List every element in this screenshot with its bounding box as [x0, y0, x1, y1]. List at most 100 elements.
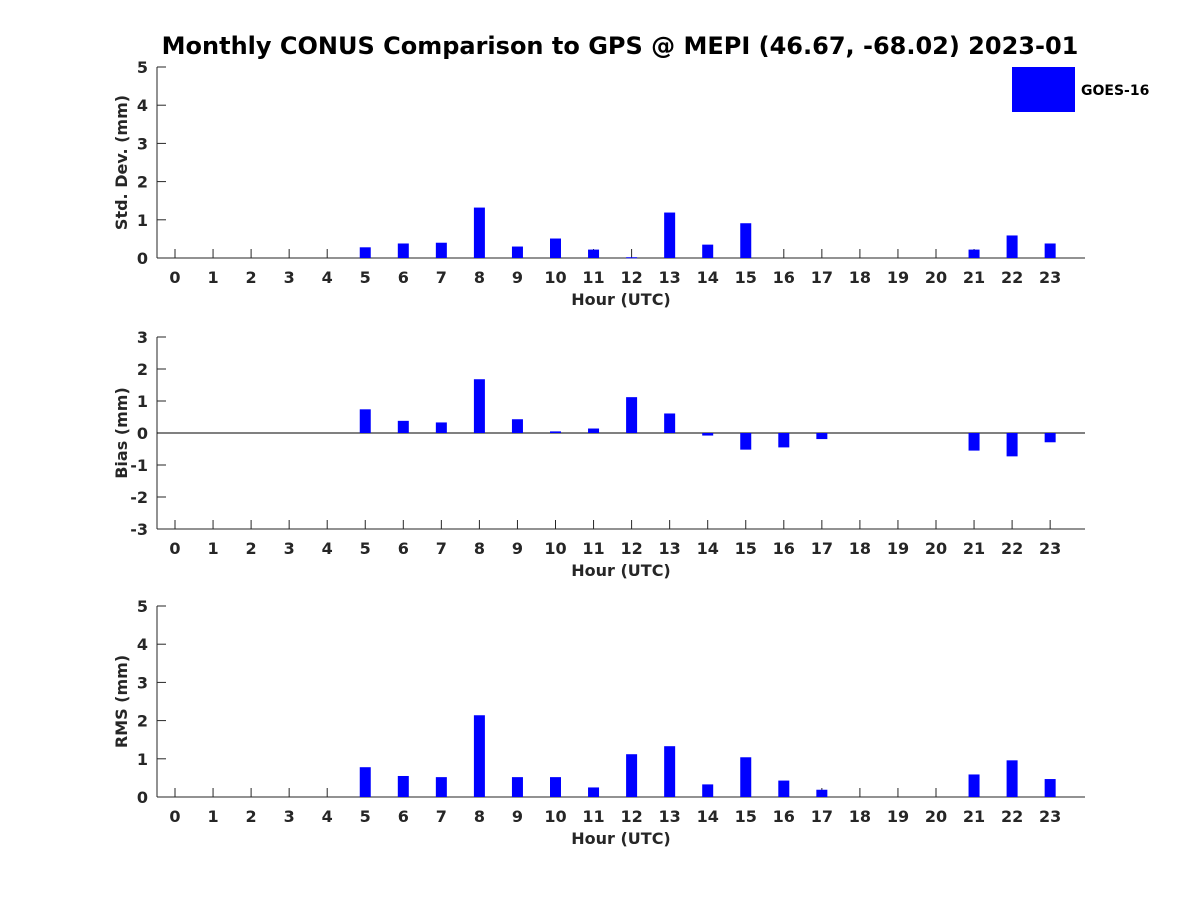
bar-hour-21 — [968, 433, 980, 451]
x-tick-label: 3 — [284, 539, 295, 558]
bar-hour-6 — [397, 775, 409, 797]
bar-hour-11 — [588, 787, 600, 797]
x-tick-label: 3 — [284, 268, 295, 287]
x-tick-label: 19 — [887, 268, 909, 287]
x-tick-label: 11 — [582, 268, 604, 287]
y-tick-label: 0 — [137, 788, 148, 807]
x-tick-label: 7 — [436, 539, 447, 558]
bar-hour-9 — [511, 777, 523, 797]
x-tick-label: 22 — [1001, 807, 1023, 826]
x-tick-label: 8 — [474, 807, 485, 826]
bar-hour-21 — [968, 249, 980, 258]
x-tick-label: 21 — [963, 807, 985, 826]
x-tick-label: 21 — [963, 268, 985, 287]
x-tick-label: 16 — [773, 539, 795, 558]
bar-hour-10 — [550, 238, 561, 258]
x-tick-label: 4 — [322, 807, 333, 826]
y-tick-label: 2 — [137, 712, 148, 731]
x-tick-label: 12 — [620, 807, 642, 826]
x-tick-label: 19 — [887, 807, 909, 826]
x-tick-label: 23 — [1039, 807, 1061, 826]
y-tick-label: 0 — [137, 424, 148, 443]
y-tick-label: 1 — [137, 392, 148, 411]
bar-hour-14 — [702, 784, 714, 797]
x-tick-label: 5 — [360, 268, 371, 287]
x-tick-label: 20 — [925, 268, 947, 287]
bar-hour-12 — [626, 257, 638, 259]
y-tick-label: 0 — [137, 249, 148, 268]
bar-hour-11 — [588, 249, 600, 258]
chart-title: Monthly CONUS Comparison to GPS @ MEPI (… — [162, 32, 1079, 60]
x-axis-label: Hour (UTC) — [571, 290, 671, 309]
x-tick-label: 14 — [697, 268, 719, 287]
x-tick-label: 1 — [207, 807, 218, 826]
bar-hour-15 — [740, 433, 752, 450]
x-tick-label: 23 — [1039, 268, 1061, 287]
bar-hour-17 — [816, 789, 828, 797]
x-tick-label: 15 — [735, 539, 757, 558]
bar-hour-16 — [778, 433, 790, 448]
x-tick-label: 13 — [659, 268, 681, 287]
x-tick-label: 12 — [620, 268, 642, 287]
bar-hour-5 — [359, 247, 371, 258]
bar-hour-12 — [626, 754, 638, 797]
y-axis-label: Bias (mm) — [112, 387, 131, 479]
bar-hour-8 — [473, 207, 485, 258]
bar-hour-15 — [740, 757, 752, 797]
y-tick-label: -3 — [130, 520, 148, 539]
x-tick-label: 6 — [398, 807, 409, 826]
x-tick-label: 7 — [436, 268, 447, 287]
x-tick-label: 5 — [360, 539, 371, 558]
x-tick-label: 10 — [544, 539, 566, 558]
bar-hour-10 — [550, 431, 561, 433]
x-tick-label: 13 — [659, 807, 681, 826]
legend: GOES-16 — [1012, 67, 1149, 112]
y-tick-label: 4 — [137, 635, 148, 654]
bar-hour-22 — [1006, 433, 1018, 457]
x-tick-label: 4 — [322, 539, 333, 558]
x-tick-label: 10 — [544, 807, 566, 826]
x-tick-label: 13 — [659, 539, 681, 558]
x-tick-label: 2 — [246, 807, 257, 826]
bar-hour-6 — [397, 243, 409, 258]
bar-hour-9 — [511, 419, 523, 433]
x-tick-label: 15 — [735, 268, 757, 287]
x-tick-label: 14 — [697, 539, 719, 558]
bar-hour-22 — [1006, 760, 1018, 797]
x-tick-label: 10 — [544, 268, 566, 287]
bar-hour-23 — [1044, 779, 1056, 797]
bar-hour-22 — [1006, 235, 1018, 258]
x-tick-label: 23 — [1039, 539, 1061, 558]
x-tick-label: 16 — [773, 807, 795, 826]
bar-hour-9 — [511, 246, 523, 258]
y-tick-label: 3 — [137, 134, 148, 153]
legend-swatch-goes16 — [1012, 67, 1075, 112]
x-tick-label: 17 — [811, 539, 833, 558]
bar-hour-7 — [435, 422, 447, 433]
bar-hour-5 — [359, 409, 371, 433]
x-tick-label: 14 — [697, 807, 719, 826]
x-tick-label: 22 — [1001, 268, 1023, 287]
x-axis-label: Hour (UTC) — [571, 829, 671, 848]
x-tick-label: 6 — [398, 268, 409, 287]
legend-label-goes16: GOES-16 — [1081, 83, 1149, 99]
bar-hour-14 — [702, 244, 714, 258]
x-tick-label: 18 — [849, 807, 871, 826]
x-tick-label: 18 — [849, 268, 871, 287]
bar-hour-12 — [626, 397, 638, 433]
x-tick-label: 22 — [1001, 539, 1023, 558]
x-tick-label: 17 — [811, 268, 833, 287]
x-tick-label: 16 — [773, 268, 795, 287]
bar-hour-23 — [1044, 433, 1056, 443]
bar-hour-5 — [359, 767, 371, 797]
y-tick-label: -2 — [130, 488, 148, 507]
y-tick-label: 1 — [137, 750, 148, 769]
x-tick-label: 15 — [735, 807, 757, 826]
x-tick-label: 11 — [582, 539, 604, 558]
bar-hour-13 — [664, 413, 676, 433]
x-tick-label: 11 — [582, 807, 604, 826]
x-tick-label: 20 — [925, 539, 947, 558]
